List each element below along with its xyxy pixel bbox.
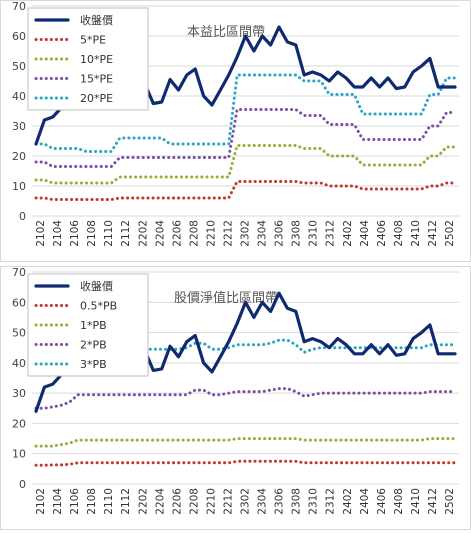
x-tick-label: 2206 [171, 488, 183, 515]
y-tick-label: 10 [12, 448, 26, 461]
x-tick-label: 2204 [154, 488, 166, 515]
y-tick-label: 70 [12, 0, 26, 13]
y-tick-label: 40 [12, 357, 26, 370]
x-tick-label: 2306 [274, 488, 286, 515]
y-tick-label: 10 [12, 180, 26, 193]
x-tick-label: 2502 [444, 220, 456, 247]
x-tick-label: 2404 [359, 220, 371, 247]
x-tick-label: 2206 [171, 220, 183, 247]
series-line-1 [34, 180, 457, 201]
x-tick-label: 2312 [325, 220, 337, 247]
x-tick-label: 2106 [69, 488, 81, 515]
y-tick-label: 60 [12, 30, 26, 43]
legend-label: 20*PE [80, 92, 113, 105]
legend-label: 15*PE [80, 73, 113, 86]
x-tick-label: 2402 [342, 488, 354, 515]
x-tick-label: 2104 [52, 220, 64, 247]
x-tick-label: 2304 [257, 220, 269, 247]
pb-band-svg: 0 10 20 30 40 50 60 70 2102 2104 2106 2108 2110 2112 2… [0, 266, 471, 530]
x-tick-label: 2410 [410, 488, 422, 515]
x-tick-label: 2306 [274, 220, 286, 247]
x-tick-label: 2404 [359, 488, 371, 515]
x-tick-label: 2406 [376, 488, 388, 515]
x-tick-label: 2412 [427, 488, 439, 515]
legend-label: 5*PE [80, 34, 106, 47]
x-tick-label: 2308 [291, 220, 303, 247]
x-tick-label: 2308 [291, 488, 303, 515]
legend-label: 10*PE [80, 53, 113, 66]
y-tick-label: 60 [12, 296, 26, 309]
x-tick-label: 2104 [52, 488, 64, 515]
pe-band-svg: 0 10 20 30 40 50 60 70 2102 2104 2106 2108 2110 2112 2… [0, 0, 471, 262]
x-tick-label: 2302 [240, 488, 252, 515]
pb-band-chart: 0 10 20 30 40 50 60 70 2102 2104 2106 2108 2110 2112 2… [0, 266, 471, 530]
legend-label: 收盤價 [80, 279, 113, 293]
x-tick-label: 2212 [222, 488, 234, 515]
series-line-4 [34, 73, 457, 153]
y-tick-label: 20 [12, 150, 26, 163]
x-tick-label: 2302 [240, 220, 252, 247]
series-line-2 [34, 144, 457, 185]
y-tick-label: 20 [12, 417, 26, 430]
legend-label: 1*PB [80, 319, 107, 332]
series-line-2 [34, 437, 457, 448]
x-tick-label: 2210 [205, 488, 217, 515]
x-tick-label: 2410 [410, 220, 422, 247]
x-tick-label: 2408 [393, 488, 405, 515]
x-tick-label: 2110 [103, 220, 115, 247]
legend-label: 0.5*PB [80, 300, 117, 313]
y-tick-label: 0 [19, 210, 26, 223]
chart-title: 本益比區間帶 [187, 25, 265, 40]
x-tick-label: 2112 [120, 488, 132, 515]
x-tick-label: 2108 [86, 488, 98, 515]
x-tick-label: 2310 [308, 220, 320, 247]
x-tick-label: 2402 [342, 220, 354, 247]
x-tick-label: 2204 [154, 220, 166, 247]
y-tick-label: 30 [12, 120, 26, 133]
x-tick-label: 2212 [222, 220, 234, 247]
pe-band-chart: 0 10 20 30 40 50 60 70 2102 2104 2106 2108 2110 2112 2… [0, 0, 471, 262]
x-tick-label: 2210 [205, 220, 217, 247]
y-tick-label: 0 [19, 478, 26, 491]
x-tick-label: 2112 [120, 220, 132, 247]
y-tick-label: 50 [12, 60, 26, 73]
x-tick-label: 2108 [86, 220, 98, 247]
y-tick-label: 70 [12, 266, 26, 279]
legend-box [27, 7, 149, 111]
legend-label: 2*PB [80, 339, 107, 352]
x-tick-label: 2102 [35, 220, 47, 247]
x-tick-label: 2202 [137, 488, 149, 515]
x-tick-label: 2208 [188, 488, 200, 515]
x-tick-label: 2406 [376, 220, 388, 247]
x-tick-label: 2310 [308, 488, 320, 515]
x-tick-label: 2408 [393, 220, 405, 247]
x-tick-label: 2110 [103, 488, 115, 515]
x-tick-label: 2106 [69, 220, 81, 247]
series-line-1 [34, 459, 457, 467]
chart-title: 股價淨值比區間帶 [174, 290, 278, 306]
x-tick-label: 2208 [188, 220, 200, 247]
x-tick-label: 2304 [257, 488, 269, 515]
x-tick-label: 2102 [35, 488, 47, 515]
x-tick-label: 2312 [325, 488, 337, 515]
legend-box [27, 273, 149, 377]
legend-label: 3*PB [80, 358, 107, 371]
series-line-3 [34, 108, 457, 168]
x-tick-label: 2202 [137, 220, 149, 247]
x-tick-label: 2412 [427, 220, 439, 247]
y-tick-label: 40 [12, 90, 26, 103]
x-tick-label: 2502 [444, 488, 456, 515]
y-tick-label: 50 [12, 327, 26, 340]
y-tick-label: 30 [12, 387, 26, 400]
legend-label: 收盤價 [80, 13, 113, 27]
series-line-3 [34, 387, 457, 410]
